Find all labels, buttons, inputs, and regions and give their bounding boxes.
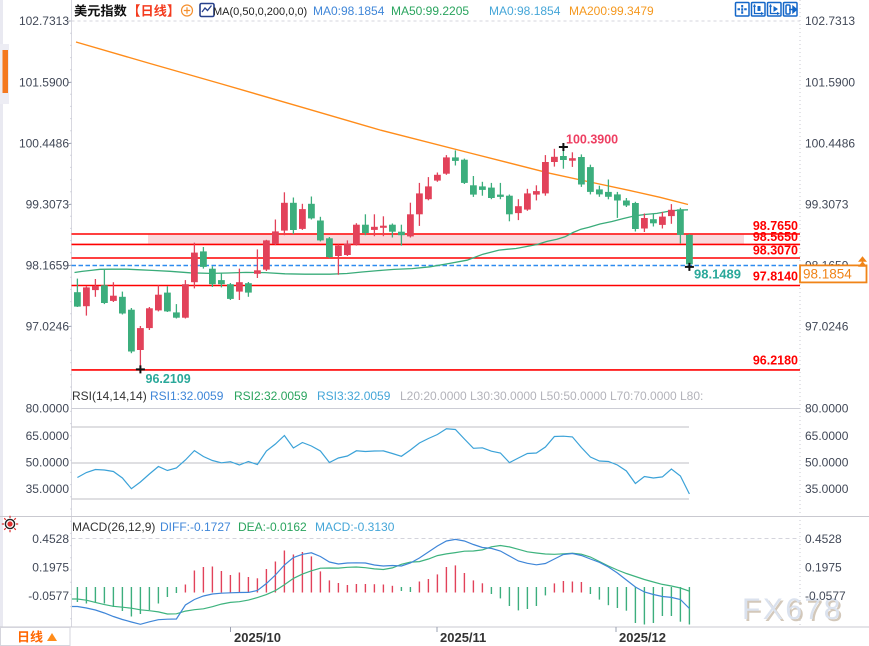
- svg-text:100.3900: 100.3900: [566, 133, 618, 147]
- svg-text:2025/11: 2025/11: [440, 630, 486, 645]
- svg-text:L80:: L80:: [680, 389, 703, 403]
- svg-text:RSI3:32.0059: RSI3:32.0059: [317, 389, 391, 403]
- svg-text:98.3070: 98.3070: [753, 244, 798, 258]
- svg-text:-0.0577: -0.0577: [28, 589, 69, 603]
- svg-text:MACD(26,12,9): MACD(26,12,9): [72, 520, 155, 534]
- svg-text:98.1489: 98.1489: [694, 267, 741, 282]
- svg-text:100.4486: 100.4486: [19, 137, 69, 151]
- svg-text:0.1975: 0.1975: [32, 561, 69, 575]
- svg-text:96.2180: 96.2180: [753, 354, 798, 368]
- svg-text:2025/12: 2025/12: [619, 630, 666, 645]
- svg-text:35.0000: 35.0000: [805, 482, 849, 496]
- svg-text:99.3073: 99.3073: [26, 198, 70, 212]
- svg-text:50.0000: 50.0000: [805, 456, 849, 470]
- svg-text:L70:70.0000: L70:70.0000: [610, 389, 677, 403]
- svg-text:80.0000: 80.0000: [26, 402, 70, 416]
- svg-text:97.0246: 97.0246: [805, 320, 849, 334]
- svg-text:-0.0577: -0.0577: [805, 589, 846, 603]
- svg-text:98.5650: 98.5650: [753, 230, 798, 244]
- svg-text:98.7650: 98.7650: [753, 219, 798, 233]
- svg-text:MA200:99.3479: MA200:99.3479: [569, 4, 654, 18]
- svg-text:L50:50.0000: L50:50.0000: [540, 389, 607, 403]
- svg-text:101.5900: 101.5900: [19, 76, 69, 90]
- svg-text:0.4528: 0.4528: [32, 532, 69, 546]
- svg-text:97.8140: 97.8140: [753, 270, 798, 284]
- svg-text:2025/10: 2025/10: [234, 630, 281, 645]
- svg-text:65.0000: 65.0000: [805, 429, 849, 443]
- svg-text:100.4486: 100.4486: [805, 137, 855, 151]
- svg-text:FX678: FX678: [744, 595, 845, 628]
- svg-text:50.0000: 50.0000: [26, 456, 70, 470]
- svg-text:L30:30.0000: L30:30.0000: [470, 389, 537, 403]
- svg-text:99.3073: 99.3073: [805, 198, 849, 212]
- svg-text:98.1854: 98.1854: [803, 266, 852, 281]
- svg-text:0.1975: 0.1975: [805, 561, 842, 575]
- svg-text:RSI(14,14,14): RSI(14,14,14): [72, 389, 147, 403]
- svg-text:98.1659: 98.1659: [26, 259, 70, 273]
- svg-text:0.4528: 0.4528: [805, 532, 842, 546]
- svg-text:97.0246: 97.0246: [26, 320, 70, 334]
- svg-text:102.7313: 102.7313: [19, 14, 69, 28]
- svg-text:35.0000: 35.0000: [26, 482, 70, 496]
- svg-text:MACD:-0.3130: MACD:-0.3130: [315, 520, 395, 534]
- svg-text:101.5900: 101.5900: [805, 76, 855, 90]
- svg-text:MA0:98.1854: MA0:98.1854: [489, 4, 561, 18]
- svg-text:65.0000: 65.0000: [26, 429, 70, 443]
- svg-text:MA(0,50,0,200,0,0): MA(0,50,0,200,0,0): [213, 6, 307, 18]
- svg-text:RSI1:32.0059: RSI1:32.0059: [150, 389, 224, 403]
- svg-text:96.2109: 96.2109: [146, 372, 191, 386]
- svg-text:DIFF:-0.1727: DIFF:-0.1727: [160, 520, 231, 534]
- svg-text:L20:20.0000: L20:20.0000: [400, 389, 467, 403]
- svg-text:MA0:98.1854: MA0:98.1854: [313, 4, 385, 18]
- svg-text:FX678: FX678: [742, 593, 843, 626]
- svg-text:RSI2:32.0059: RSI2:32.0059: [234, 389, 308, 403]
- svg-text:MA50:99.2205: MA50:99.2205: [391, 4, 469, 18]
- svg-text:DEA:-0.0162: DEA:-0.0162: [238, 520, 307, 534]
- svg-text:102.7313: 102.7313: [805, 14, 855, 28]
- svg-text:80.0000: 80.0000: [805, 402, 849, 416]
